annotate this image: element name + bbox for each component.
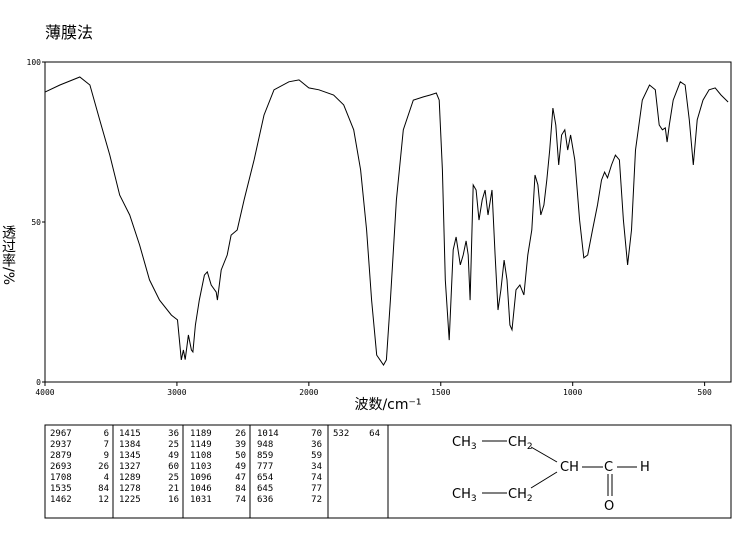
peak-transmittance: 74 (235, 495, 246, 505)
x-tick-label: 1500 (431, 388, 450, 397)
atom-subscript: 3 (471, 442, 477, 452)
peak-wavenumber: 1189 (190, 429, 212, 439)
atom-subscript: 2 (527, 494, 533, 504)
peak-transmittance: 70 (311, 429, 322, 439)
peak-wavenumber: 859 (257, 451, 273, 461)
peak-wavenumber: 1278 (119, 484, 141, 494)
atom-label: CH3 (452, 487, 477, 504)
peak-transmittance: 36 (168, 429, 179, 439)
peak-wavenumber: 1108 (190, 451, 212, 461)
peak-transmittance: 9 (104, 451, 109, 461)
atom-symbol: CH (560, 460, 579, 475)
peak-transmittance: 77 (311, 484, 322, 494)
spectrum-line (44, 76, 729, 366)
peak-transmittance: 6 (104, 429, 109, 439)
peak-transmittance: 84 (98, 484, 109, 494)
peak-transmittance: 21 (168, 484, 179, 494)
peak-wavenumber: 1149 (190, 440, 212, 450)
peak-wavenumber: 1535 (50, 484, 72, 494)
atom-symbol: CH (508, 487, 527, 502)
atom-label: CH3 (452, 435, 477, 452)
peak-transmittance: 26 (235, 429, 246, 439)
peak-wavenumber: 1708 (50, 473, 72, 483)
atom-symbol: CH (452, 435, 471, 450)
peak-wavenumber: 1014 (257, 429, 279, 439)
atom-label: CH2 (508, 435, 533, 452)
peak-transmittance: 25 (168, 440, 179, 450)
y-tick-label: 50 (31, 218, 41, 227)
peak-wavenumber: 777 (257, 462, 273, 472)
peak-wavenumber: 1384 (119, 440, 141, 450)
peak-wavenumber: 1046 (190, 484, 212, 494)
atom-label: H (640, 460, 650, 475)
x-tick-label: 1000 (563, 388, 582, 397)
peak-wavenumber: 1462 (50, 495, 72, 505)
table-dividers (112, 425, 389, 518)
peak-wavenumber: 2937 (50, 440, 72, 450)
peak-transmittance: 64 (369, 429, 380, 439)
peak-wavenumber: 1096 (190, 473, 212, 483)
y-tick-label: 100 (27, 58, 42, 67)
peak-wavenumber: 636 (257, 495, 273, 505)
peak-transmittance: 47 (235, 473, 246, 483)
atom-symbol: H (640, 460, 650, 475)
peak-transmittance: 50 (235, 451, 246, 461)
peak-transmittance: 59 (311, 451, 322, 461)
peak-transmittance: 7 (104, 440, 109, 450)
atom-label: C (604, 460, 613, 475)
peak-transmittance: 49 (235, 462, 246, 472)
atom-subscript: 2 (527, 442, 533, 452)
peak-wavenumber: 645 (257, 484, 273, 494)
chart-title: 薄膜法 (45, 23, 93, 42)
peak-transmittance: 12 (98, 495, 109, 505)
atom-symbol: O (604, 499, 614, 514)
peak-wavenumber: 1225 (119, 495, 141, 505)
atom-symbol: CH (508, 435, 527, 450)
peak-wavenumber: 1289 (119, 473, 141, 483)
atom-label: O (604, 499, 614, 514)
atom-label: CH2 (508, 487, 533, 504)
atom-label: CH (560, 460, 579, 475)
peak-transmittance: 25 (168, 473, 179, 483)
y-tick-label: 0 (36, 378, 41, 387)
peak-wavenumber: 1327 (119, 462, 141, 472)
peak-transmittance: 39 (235, 440, 246, 450)
peak-transmittance: 16 (168, 495, 179, 505)
atom-symbol: CH (452, 487, 471, 502)
peak-wavenumber: 1345 (119, 451, 141, 461)
peak-transmittance: 26 (98, 462, 109, 472)
peak-wavenumber: 532 (333, 429, 349, 439)
peak-wavenumber: 2693 (50, 462, 72, 472)
peak-transmittance: 60 (168, 462, 179, 472)
x-tick-label: 500 (697, 388, 712, 397)
peak-wavenumber: 1031 (190, 495, 212, 505)
peak-transmittance: 74 (311, 473, 322, 483)
peak-wavenumber: 2967 (50, 429, 72, 439)
peak-wavenumber: 1103 (190, 462, 212, 472)
peak-transmittance: 34 (311, 462, 322, 472)
atom-symbol: C (604, 460, 613, 475)
x-tick-label: 4000 (35, 388, 54, 397)
x-tick-label: 2000 (299, 388, 318, 397)
peak-wavenumber: 1415 (119, 429, 141, 439)
x-axis-label: 波数/cm⁻¹ (354, 397, 421, 413)
peak-wavenumber: 948 (257, 440, 273, 450)
peak-transmittance: 36 (311, 440, 322, 450)
atom-subscript: 3 (471, 494, 477, 504)
peak-transmittance: 72 (311, 495, 322, 505)
peak-transmittance: 4 (104, 473, 109, 483)
bonds (482, 440, 637, 496)
peak-wavenumber: 654 (257, 473, 273, 483)
y-axis-label: 透过率/% (0, 225, 16, 285)
x-tick-label: 3000 (167, 388, 186, 397)
peak-transmittance: 49 (168, 451, 179, 461)
peak-wavenumber: 2879 (50, 451, 72, 461)
peak-transmittance: 84 (235, 484, 246, 494)
